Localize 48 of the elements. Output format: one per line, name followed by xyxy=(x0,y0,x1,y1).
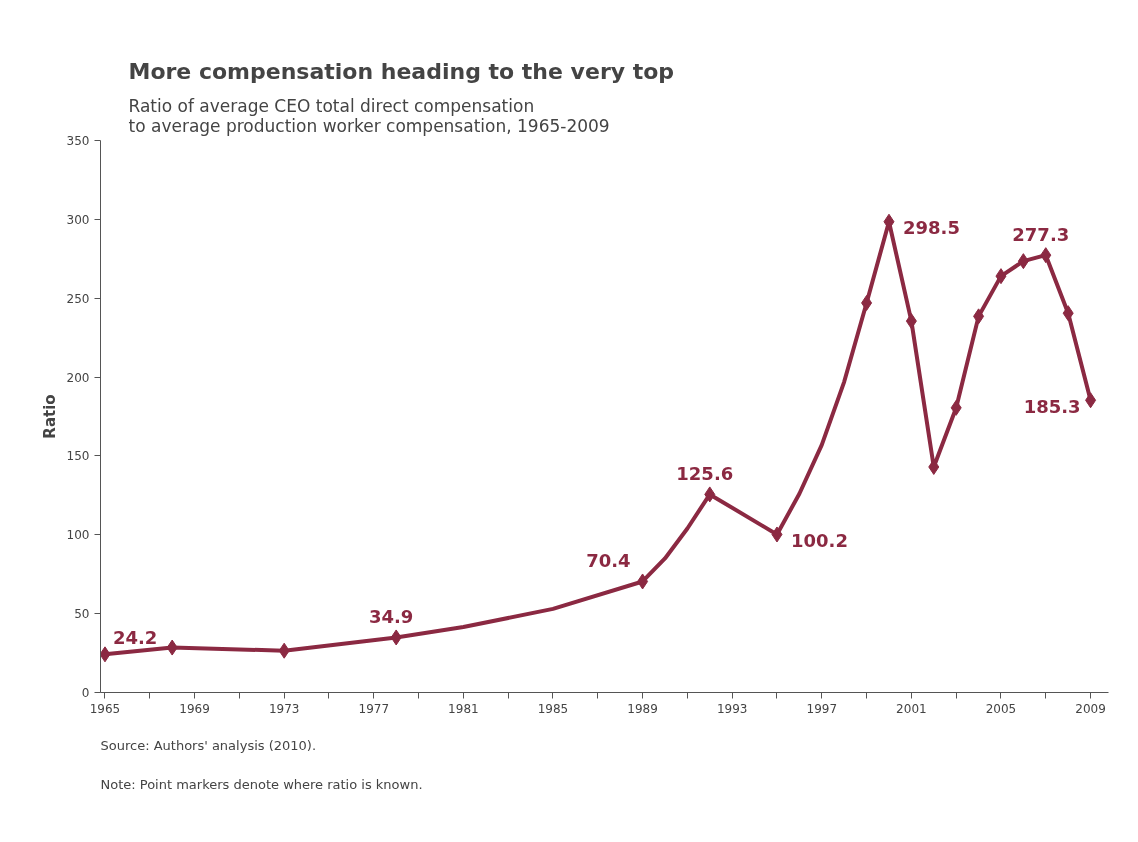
x-tick-label: 1977 xyxy=(358,701,390,716)
x-tick-label: 1989 xyxy=(627,701,658,716)
y-axis-title: Ratio xyxy=(40,394,59,439)
data-label: 70.4 xyxy=(586,550,631,572)
x-tick-label: 2005 xyxy=(985,701,1017,716)
data-label: 298.5 xyxy=(902,217,960,239)
point xyxy=(166,639,178,656)
x-tick-label: 2009 xyxy=(1075,701,1106,716)
point xyxy=(995,268,1007,285)
point xyxy=(1062,305,1074,322)
point xyxy=(861,294,873,311)
y-tick-label: 150 xyxy=(66,449,90,464)
x-tick-label: 1973 xyxy=(268,701,300,716)
chart-title: More compensation heading to the very top xyxy=(128,58,675,84)
point xyxy=(704,486,716,503)
x-tick-label: 1969 xyxy=(179,701,210,716)
point xyxy=(950,399,962,416)
y-tick-label: 100 xyxy=(66,528,90,543)
chart-subtitle: Ratio of average CEO total direct compensation to average production worker compensation, 1965-2009 xyxy=(128,95,610,136)
data-label: 125.6 xyxy=(676,463,734,485)
point xyxy=(905,313,917,330)
text: Note: Point markers denote where ratio is known. xyxy=(100,776,423,792)
y-tick-label: 0 xyxy=(81,686,90,700)
data-label: 277.3 xyxy=(1012,224,1070,246)
point xyxy=(637,573,649,590)
data-label: 24.2 xyxy=(112,627,158,649)
y-tick-label: 350 xyxy=(66,134,90,148)
data-label: 34.9 xyxy=(368,606,414,628)
point xyxy=(1085,392,1097,409)
x-tick-label: 1985 xyxy=(537,701,569,716)
y-tick-label: 300 xyxy=(66,212,90,227)
point xyxy=(1040,247,1052,264)
x-tick-label: 2001 xyxy=(896,701,927,716)
y-tick-label: 50 xyxy=(74,607,90,622)
source-note: Source: Authors' analysis (2010). xyxy=(100,737,317,753)
x-tick-label: 1993 xyxy=(716,701,748,716)
point xyxy=(973,308,985,325)
point xyxy=(278,642,290,659)
y-tick-label: 250 xyxy=(66,291,90,306)
x-tick-label: 1997 xyxy=(806,701,838,716)
x-tick-label: 1965 xyxy=(89,701,121,716)
data-label: 100.2 xyxy=(790,529,848,551)
data-label: 185.3 xyxy=(1023,395,1081,417)
point xyxy=(771,526,783,543)
y-tick-label: 200 xyxy=(66,370,90,385)
point xyxy=(1017,253,1029,270)
x-tick-label: 1981 xyxy=(448,701,479,716)
point xyxy=(390,629,402,646)
